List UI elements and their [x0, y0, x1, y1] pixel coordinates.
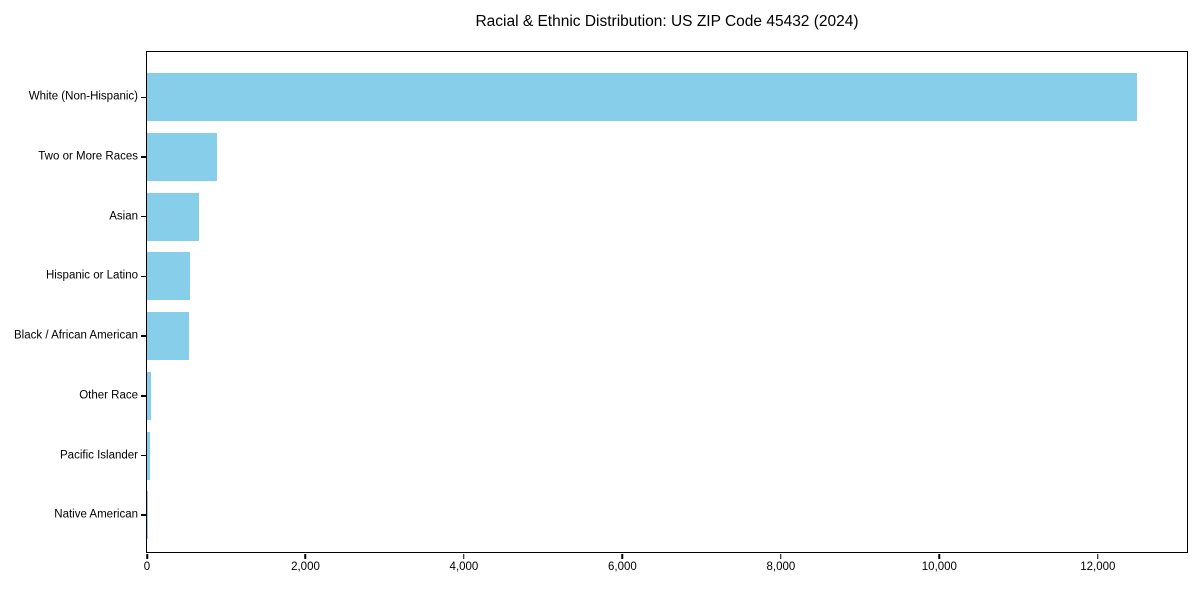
x-tick-mark [1097, 553, 1099, 559]
x-tick-label: 6,000 [608, 561, 637, 573]
bar [147, 73, 1137, 122]
bar [147, 371, 151, 420]
y-tick-label: Asian [109, 209, 138, 222]
bar [147, 252, 190, 301]
x-tick-label: 4,000 [449, 561, 479, 573]
y-tick-label: Black / African American [14, 329, 138, 342]
y-tick-label: Other Race [79, 389, 138, 402]
x-tick-mark [463, 553, 465, 559]
bar [147, 192, 199, 241]
x-tick-mark [780, 553, 782, 559]
y-tick-mark [140, 335, 146, 337]
bar [147, 431, 151, 480]
y-tick-mark [140, 215, 146, 218]
y-tick-label: Pacific Islander [60, 448, 138, 461]
y-tick-mark [140, 96, 146, 99]
y-tick-label: Two or More Races [38, 150, 138, 163]
bar [147, 491, 148, 540]
y-tick-mark [140, 514, 146, 516]
x-tick-mark [621, 553, 624, 559]
y-tick-label: White (Non-Hispanic) [28, 90, 138, 103]
y-tick-label: Native American [54, 508, 138, 521]
x-tick-mark [146, 553, 148, 559]
x-tick-mark [304, 553, 307, 559]
bar [147, 133, 217, 181]
y-tick-label: Hispanic or Latino [45, 269, 138, 282]
chart-title: Racial & Ethnic Distribution: US ZIP Cod… [475, 13, 859, 30]
y-tick-mark [140, 395, 146, 397]
x-tick-label: 2,000 [291, 561, 320, 573]
y-tick-mark [140, 275, 146, 278]
y-tick-mark [140, 454, 146, 457]
x-tick-label: 8,000 [766, 561, 796, 573]
x-tick-mark [938, 553, 941, 559]
bar [147, 312, 189, 361]
y-tick-mark [140, 156, 146, 158]
x-tick-label: 10,000 [921, 561, 957, 573]
plot-area: White (Non-Hispanic) Two or More Races Asi… [14, 51, 1188, 573]
x-tick-label: 0 [143, 561, 151, 573]
x-tick-label: 12,000 [1080, 561, 1116, 573]
